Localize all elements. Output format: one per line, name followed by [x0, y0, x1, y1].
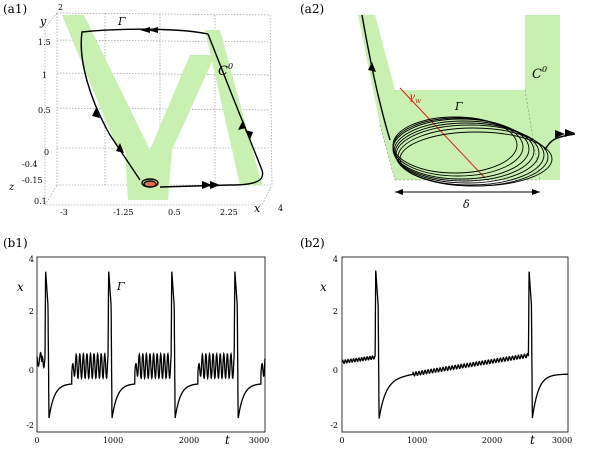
a1-arrows	[92, 27, 253, 189]
a1-gamma-w	[145, 181, 157, 187]
panel-a2-label: (a2)	[300, 2, 324, 16]
svg-text:2: 2	[58, 3, 63, 12]
a1-z-ticks: -0.4 -0.15 0.1	[22, 160, 47, 206]
a2-arrows	[368, 62, 575, 138]
b1-xlabel: t	[225, 433, 230, 447]
b2-ytick-2: 2	[333, 307, 338, 316]
b2-x-ticks: 0 1000 2000 3000	[339, 436, 572, 445]
b2-series-line	[341, 270, 568, 419]
a2-delta-label: δ	[463, 198, 470, 211]
svg-text:0.1: 0.1	[34, 197, 47, 206]
a1-orbit	[80, 28, 264, 188]
svg-text:-0.15: -0.15	[22, 176, 43, 185]
a1-axis-y: y	[39, 15, 47, 28]
a1-axis-z: z	[8, 182, 15, 193]
b1-y-ticks: 4 2 0 -2	[26, 255, 34, 430]
b1-ylabel: x	[17, 280, 24, 294]
panel-b1: (b1) x t Γ 4 2 0 -2 0 1000 2000 3000	[0, 225, 300, 450]
svg-text:-0.4: -0.4	[22, 160, 37, 169]
svg-text:1.5: 1.5	[38, 38, 51, 47]
a1-critical-manifold	[62, 15, 262, 200]
a2-gamma-w-line	[399, 87, 486, 179]
b2-xlabel: t	[530, 433, 535, 447]
b1-ytick-2: 2	[29, 307, 34, 316]
a2-critical-manifold	[358, 15, 560, 180]
a1-axis-x: x	[254, 202, 261, 215]
b2-ytick-0: 0	[333, 366, 338, 375]
svg-text:0.5: 0.5	[38, 106, 51, 115]
b1-plot-frame	[36, 256, 266, 433]
panel-b2-label: (b2)	[300, 236, 325, 250]
a1-x-ticks: -3 -1.25 0.5 2.25 4	[60, 204, 283, 217]
a2-manifold-label: C0	[532, 65, 547, 82]
panel-b2: (b2) x t 4 2 0 -2 0 1000 2000 3000	[300, 225, 599, 450]
panel-a1: (a1) Γ C0 y x z 2	[0, 0, 300, 225]
svg-text:2.25: 2.25	[220, 208, 238, 217]
b2-ytick-m2: -2	[330, 421, 338, 430]
svg-text:-3: -3	[60, 208, 68, 217]
b1-ytick-4: 4	[29, 255, 34, 264]
b1-xtick-0: 0	[34, 436, 39, 445]
a2-delta-arrow-right	[532, 189, 540, 195]
b1-orbit-label: Γ	[116, 280, 125, 293]
b2-xtick-2000: 2000	[482, 436, 502, 445]
a2-orbit-label: Γ	[454, 100, 463, 113]
b2-y-ticks: 4 2 0 -2	[330, 255, 338, 430]
svg-text:0: 0	[44, 148, 49, 157]
svg-text:0.5: 0.5	[168, 208, 181, 217]
a2-guides	[379, 89, 541, 181]
b1-xtick-1000: 1000	[103, 436, 123, 445]
b1-series-line	[36, 271, 266, 419]
a1-y-ticks: 2 1.5 1 0.5 0	[38, 3, 63, 157]
b1-ytick-0: 0	[29, 366, 34, 375]
b1-x-ticks: 0 1000 2000 3000	[34, 436, 269, 445]
b1-xtick-2000: 2000	[179, 436, 199, 445]
panel-a1-label: (a1)	[3, 2, 27, 16]
b2-xtick-1000: 1000	[407, 436, 427, 445]
b2-xtick-0: 0	[339, 436, 344, 445]
a2-orbit	[361, 14, 576, 187]
b2-xtick-3000: 3000	[552, 436, 572, 445]
svg-text:4: 4	[278, 204, 283, 213]
b2-ytick-4: 4	[333, 255, 338, 264]
a1-orbit-label: Γ	[117, 15, 126, 28]
svg-text:-1.25: -1.25	[113, 208, 134, 217]
svg-text:1: 1	[42, 71, 47, 80]
b2-ylabel: x	[320, 280, 327, 294]
panel-b1-label: (b1)	[3, 236, 28, 250]
a1-manifold-label: C0	[218, 62, 233, 79]
b2-plot-frame	[341, 256, 569, 433]
a2-gamma-w-label: γw	[409, 92, 421, 105]
panel-a2: (a2) δ Γ γw C0	[300, 0, 599, 225]
a2-delta-arrow-left	[395, 189, 403, 195]
b1-xtick-3000: 3000	[249, 436, 269, 445]
b1-ytick-m2: -2	[26, 421, 34, 430]
